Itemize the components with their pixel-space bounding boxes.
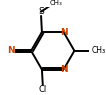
Text: S: S: [38, 7, 44, 16]
Text: CH₃: CH₃: [50, 0, 62, 6]
Text: N: N: [60, 65, 67, 74]
Text: N: N: [8, 46, 15, 55]
Text: Cl: Cl: [39, 85, 47, 94]
Text: N: N: [60, 28, 67, 36]
Text: CH₃: CH₃: [91, 46, 106, 55]
